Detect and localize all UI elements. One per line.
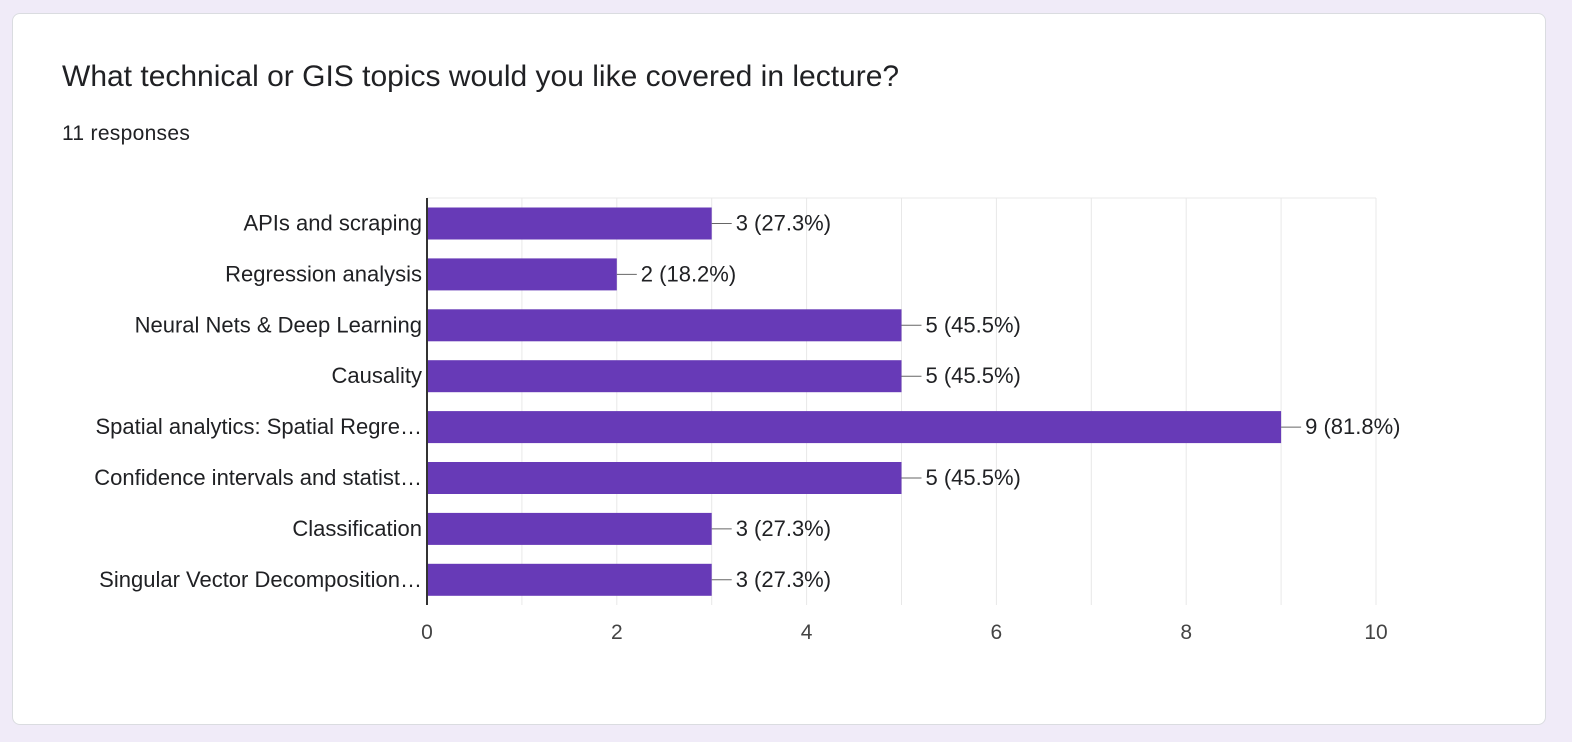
category-label: Classification	[292, 516, 422, 541]
category-label: Confidence intervals and statist…	[94, 465, 422, 490]
data-label: 5 (45.5%)	[926, 312, 1021, 337]
bar	[427, 411, 1282, 444]
bar	[427, 563, 712, 596]
bar	[427, 462, 902, 494]
x-tick-label: 10	[1364, 621, 1387, 644]
x-tick-label: 4	[801, 621, 813, 644]
labels: APIs and scraping 3 (27.3%) Regression ana…	[94, 198, 1400, 644]
bar	[427, 309, 902, 342]
x-tick-label: 8	[1180, 621, 1192, 644]
bar	[427, 258, 617, 291]
bar	[427, 207, 712, 240]
data-label: 5 (45.5%)	[926, 465, 1021, 490]
data-label: 3 (27.3%)	[736, 516, 831, 541]
data-label: 9 (81.8%)	[1305, 414, 1400, 439]
category-label: Causality	[332, 363, 422, 388]
response-count: 11 responses	[62, 122, 191, 145]
data-label: 5 (45.5%)	[926, 363, 1021, 388]
category-label: Regression analysis	[225, 261, 422, 286]
x-tick-label: 6	[991, 621, 1003, 644]
category-label: Singular Vector Decomposition…	[99, 567, 422, 592]
data-label: 3 (27.3%)	[736, 211, 831, 236]
question-title: What technical or GIS topics would you l…	[62, 60, 900, 93]
data-label: 3 (27.3%)	[736, 567, 831, 592]
data-label: 2 (18.2%)	[641, 261, 736, 286]
bar	[427, 512, 712, 545]
category-label: Spatial analytics: Spatial Regre…	[96, 414, 423, 439]
bars	[427, 207, 1282, 596]
bar	[427, 360, 902, 393]
category-label: APIs and scraping	[243, 211, 422, 236]
x-tick-label: 0	[421, 621, 433, 644]
category-label: Neural Nets & Deep Learning	[135, 312, 422, 337]
x-tick-label: 2	[611, 621, 623, 644]
